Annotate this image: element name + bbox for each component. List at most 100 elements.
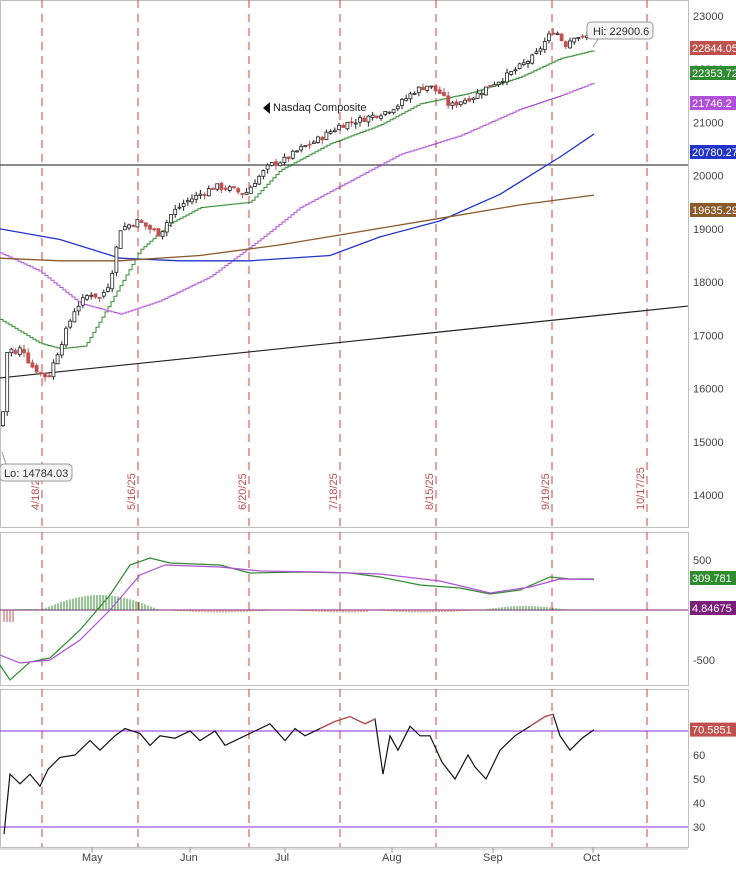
candle xyxy=(139,218,144,224)
candle-body xyxy=(547,33,551,42)
candle xyxy=(156,228,161,237)
candle xyxy=(580,34,585,39)
candle-body xyxy=(442,92,446,96)
candle xyxy=(488,85,493,87)
candle xyxy=(9,347,14,357)
candle xyxy=(542,37,547,54)
candle xyxy=(471,96,476,104)
candle-body xyxy=(106,287,110,292)
candle xyxy=(290,149,295,160)
candle-body xyxy=(479,92,484,96)
candle xyxy=(34,363,39,374)
ma-200 xyxy=(0,194,595,262)
candle-body xyxy=(185,200,190,203)
candle xyxy=(458,101,463,107)
candle-body xyxy=(299,145,304,151)
candle xyxy=(395,103,400,112)
candle-body xyxy=(425,85,430,91)
candle-body xyxy=(295,150,299,153)
candle-body xyxy=(387,111,392,114)
candle-body xyxy=(463,99,467,104)
candle xyxy=(219,182,224,194)
candle-body xyxy=(253,182,257,187)
candle-body xyxy=(391,109,396,114)
candle xyxy=(412,91,417,95)
candle-body xyxy=(551,32,556,35)
candle xyxy=(358,114,362,127)
price-tick: 19000 xyxy=(693,224,724,236)
price-tag-box xyxy=(690,41,736,55)
marker-icon xyxy=(263,102,270,114)
macd-tick: 500 xyxy=(693,555,711,567)
candle-body xyxy=(211,188,215,190)
candle xyxy=(202,192,207,200)
candle xyxy=(345,121,350,131)
candle-body xyxy=(101,291,106,297)
candle xyxy=(450,101,455,110)
candle-body xyxy=(286,156,291,159)
candle xyxy=(576,37,581,42)
candle-body xyxy=(215,183,220,190)
candle-body xyxy=(496,81,501,86)
candle-body xyxy=(80,297,85,306)
candle xyxy=(17,345,22,357)
candle-body xyxy=(404,98,409,101)
price-tag-box xyxy=(690,96,736,110)
candle xyxy=(118,230,123,249)
candle-body xyxy=(34,365,39,373)
candle-body xyxy=(160,231,165,238)
candle-body xyxy=(51,362,56,378)
candle-body xyxy=(194,194,199,200)
candle-body xyxy=(328,131,333,134)
candle xyxy=(131,224,136,228)
candle xyxy=(80,294,85,309)
signal-line xyxy=(0,564,595,664)
candle xyxy=(190,194,194,205)
high-annotation: Hi: 22900.6 xyxy=(586,21,654,48)
candle xyxy=(223,185,228,192)
candle-body xyxy=(316,136,320,143)
candle xyxy=(185,197,190,206)
candle-body xyxy=(538,48,543,52)
candle xyxy=(505,68,509,86)
candle-body xyxy=(97,296,102,299)
axes: 14000 15000 16000 17000 18000 19000 20000 21000… xyxy=(82,11,724,864)
candle xyxy=(475,89,480,99)
candle-body xyxy=(1,411,5,427)
candle xyxy=(446,91,451,109)
event-date-label: 6/20/25 xyxy=(237,473,249,510)
event-date-label: 9/19/25 xyxy=(540,473,552,510)
candle-body xyxy=(349,121,354,124)
candle xyxy=(261,169,266,180)
candle-body xyxy=(139,220,144,223)
candle xyxy=(110,270,115,293)
candle-body xyxy=(219,182,224,190)
candle xyxy=(248,185,253,194)
candle xyxy=(337,122,341,131)
candle-body xyxy=(240,193,245,195)
candle-body xyxy=(492,84,497,87)
candle-body xyxy=(135,218,140,228)
candle xyxy=(479,89,484,99)
rsi-tag-box xyxy=(690,722,736,737)
ma-mid xyxy=(0,82,595,315)
candle xyxy=(353,118,358,129)
candle-body xyxy=(454,101,459,106)
candle-body xyxy=(530,54,535,64)
candle xyxy=(379,113,383,121)
candle-body xyxy=(257,175,262,185)
candle-body xyxy=(458,101,463,106)
candle xyxy=(152,227,157,232)
macd-tag-box xyxy=(690,601,736,615)
candle xyxy=(496,81,501,88)
candle-body xyxy=(324,131,329,140)
candle xyxy=(316,135,320,144)
candle xyxy=(76,302,81,316)
candle-body xyxy=(64,327,68,346)
candle xyxy=(349,117,354,127)
candle-body xyxy=(85,295,89,300)
month-label: Sep xyxy=(483,852,503,864)
price-tag: 20780.27 xyxy=(690,145,736,159)
candle xyxy=(22,344,26,358)
candle xyxy=(106,283,110,293)
